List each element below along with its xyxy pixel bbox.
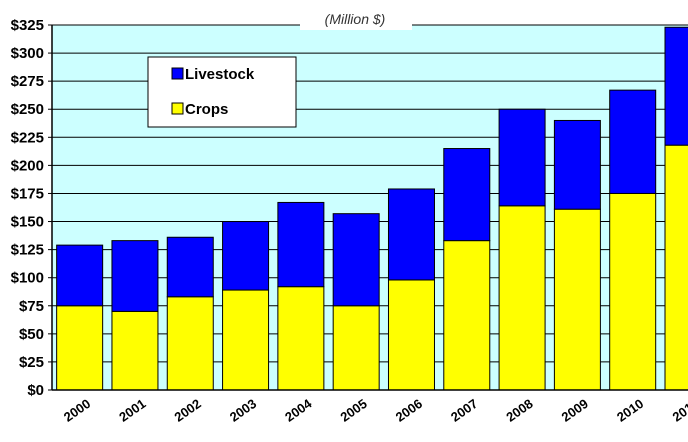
bar-livestock-2006 bbox=[387, 188, 435, 281]
bars bbox=[56, 26, 688, 391]
x-tick-label: 2000 bbox=[61, 396, 93, 425]
bar-crops-2002 bbox=[166, 296, 214, 391]
x-tick-label: 2009 bbox=[559, 396, 591, 425]
y-tick-label: $175 bbox=[11, 185, 44, 202]
x-tick-label: 2004 bbox=[282, 395, 315, 424]
x-tick-label: 2005 bbox=[337, 396, 369, 425]
bar-livestock-2001 bbox=[111, 240, 159, 312]
bar-crops-2000 bbox=[56, 305, 104, 391]
x-tick-labels: 2000 2001 2002 2003 2004 2005 2006 2007 2008 2009… bbox=[61, 395, 688, 424]
bar-livestock-2004 bbox=[277, 201, 325, 288]
x-tick-label: 2006 bbox=[393, 396, 425, 425]
bar-crops-2008 bbox=[498, 205, 546, 391]
x-tick-label: 2002 bbox=[172, 396, 204, 425]
bar-crops-2005 bbox=[332, 305, 380, 391]
legend-swatch-livestock bbox=[171, 67, 184, 80]
bar-livestock-2000 bbox=[56, 244, 104, 307]
y-tick-label: $125 bbox=[11, 242, 44, 259]
legend: Livestock Crops bbox=[147, 56, 297, 128]
bar-crops-2004 bbox=[277, 286, 325, 391]
y-tick-label: $25 bbox=[19, 354, 44, 371]
y-tick-label: $300 bbox=[11, 45, 44, 62]
bar-crops-2011 bbox=[664, 144, 688, 391]
bar-livestock-2002 bbox=[166, 236, 214, 298]
bar-crops-2006 bbox=[387, 279, 435, 391]
bar-livestock-2005 bbox=[332, 213, 380, 307]
y-tick-label: $0 bbox=[27, 382, 44, 399]
x-tick-label: 2010 bbox=[614, 396, 646, 425]
y-tick-labels: $0 $25 $50 $75 $100 $125 $150 $175 $200 $225 $250 $… bbox=[11, 17, 44, 399]
y-tick-label: $50 bbox=[19, 326, 44, 343]
y-tick-label: $250 bbox=[11, 101, 44, 118]
bar-crops-2001 bbox=[111, 310, 159, 391]
x-tick-label: 2001 bbox=[116, 396, 148, 425]
bar-livestock-2008 bbox=[498, 108, 546, 207]
x-tick-label: 2011 bbox=[670, 396, 688, 424]
y-tick-label: $225 bbox=[11, 129, 44, 146]
y-tick-label: $75 bbox=[19, 298, 44, 315]
bar-crops-2003 bbox=[222, 289, 270, 391]
legend-swatch-crops bbox=[171, 102, 184, 115]
x-tick-label: 2008 bbox=[503, 396, 535, 425]
chart-subtitle: (Million $) bbox=[325, 11, 386, 27]
legend-label-livestock: Livestock bbox=[185, 66, 255, 83]
x-tick-label: 2003 bbox=[227, 396, 259, 425]
subtitle-box bbox=[300, 8, 412, 30]
bar-livestock-2010 bbox=[609, 89, 657, 194]
bar-livestock-2009 bbox=[553, 119, 601, 210]
legend-label-crops: Crops bbox=[185, 101, 228, 118]
bar-crops-2009 bbox=[553, 208, 601, 391]
bar-crops-2010 bbox=[609, 192, 657, 391]
bar-livestock-2011 bbox=[664, 26, 688, 146]
y-tick-label: $100 bbox=[11, 270, 44, 287]
y-tick-label: $275 bbox=[11, 73, 44, 90]
bar-livestock-2007 bbox=[443, 148, 491, 242]
bar-livestock-2003 bbox=[222, 221, 270, 291]
y-tick-label: $150 bbox=[11, 214, 44, 231]
y-tick-label: $325 bbox=[11, 17, 44, 34]
y-tick-label: $200 bbox=[11, 157, 44, 174]
x-tick-label: 2007 bbox=[448, 396, 480, 425]
bar-crops-2007 bbox=[443, 240, 491, 391]
